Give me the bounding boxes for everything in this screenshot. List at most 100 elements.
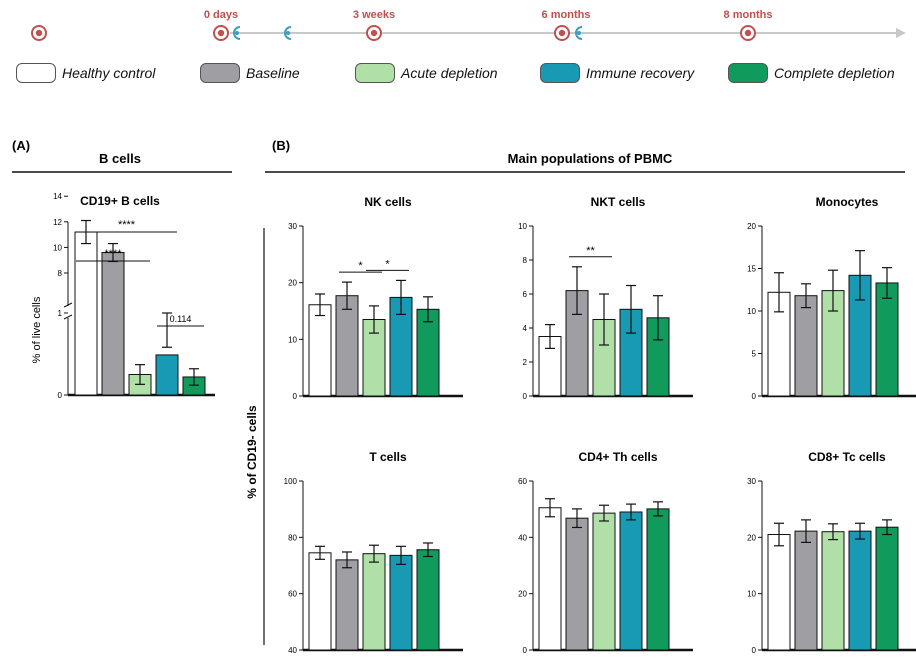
significance-label: 0.114 <box>170 314 192 324</box>
chart-panel: Monocytes 0 5 10 15 20 <box>747 195 916 401</box>
chart-panel: NK cells 0 10 20 30 * * <box>288 195 463 401</box>
sampling-icon-dot <box>235 31 239 35</box>
panel-a-letter: (A) <box>12 138 30 153</box>
y-tick-label: 30 <box>288 222 297 231</box>
y-tick-label: 15 <box>747 265 756 274</box>
y-tick-label: 100 <box>284 477 298 486</box>
chart-panel: NKT cells 0 2 4 6 8 10 ** <box>518 195 693 401</box>
timeline: 0 days 3 weeks 6 months 8 months <box>31 9 906 41</box>
legend-swatch <box>16 63 56 83</box>
legend-label: Acute depletion <box>401 65 498 81</box>
sampling-icon-dot <box>577 31 581 35</box>
chart-panel: CD4+ Th cells 0 20 40 60 <box>518 450 693 655</box>
bar <box>592 512 616 651</box>
y-tick-label: 0 <box>58 391 63 400</box>
y-tick-label: 20 <box>518 590 527 599</box>
significance-label: **** <box>104 248 122 260</box>
legend-label: Healthy control <box>62 65 156 81</box>
y-tick-label: 12 <box>53 218 62 227</box>
bar <box>538 507 562 651</box>
y-tick-label: 4 <box>523 324 528 333</box>
y-tick-label: 6 <box>523 290 528 299</box>
y-tick-label: 8 <box>523 256 528 265</box>
y-tick-label: 0 <box>752 646 757 655</box>
sampling-icon <box>575 26 583 40</box>
bar <box>767 534 791 651</box>
timeline-marker-icon-dot <box>217 29 225 37</box>
bar <box>308 552 332 651</box>
legend-item-healthy-control: Healthy control <box>16 58 155 88</box>
timeline-label: 8 months <box>724 9 773 21</box>
y-tick-label: 0 <box>293 392 298 401</box>
y-tick-label: 20 <box>288 279 297 288</box>
y-tick-label: 2 <box>523 358 528 367</box>
axis-break-mark <box>63 302 73 308</box>
timeline-label: 6 months <box>542 9 591 21</box>
y-tick-label: 30 <box>747 477 756 486</box>
y-tick-label: 40 <box>518 533 527 542</box>
legend-label: Immune recovery <box>586 65 695 81</box>
y-tick-label: 0 <box>523 646 528 655</box>
y-tick-label: 80 <box>288 533 297 542</box>
bar <box>101 252 125 396</box>
bar <box>416 549 440 651</box>
y-tick-label: 40 <box>288 646 297 655</box>
y-tick-label: 0 <box>752 392 757 401</box>
chart-title: T cells <box>369 450 407 464</box>
chart-panel-b-cells: CD19+ B cells % of live cells 0 1 8 10 12 14 ***… <box>31 192 215 400</box>
legend-swatch <box>540 63 580 83</box>
chart-title: NKT cells <box>591 195 646 209</box>
axis-break-mark <box>63 314 73 320</box>
legend-item-baseline: Baseline <box>200 58 300 88</box>
timeline-label: 3 weeks <box>353 9 395 21</box>
timeline-marker-icon-dot <box>35 29 43 37</box>
y-tick-label: 5 <box>752 350 757 359</box>
y-tick-label: 8 <box>58 269 63 278</box>
timeline-marker-icon-dot <box>558 29 566 37</box>
bar <box>875 526 899 651</box>
timeline-marker-icon-dot <box>370 29 378 37</box>
y-tick-label: 10 <box>747 307 756 316</box>
chart-title: NK cells <box>364 195 412 209</box>
bar <box>155 354 179 396</box>
timeline-marker-icon-dot <box>744 29 752 37</box>
bar <box>619 511 643 651</box>
chart-panel: T cells 40 60 80 100 <box>284 450 463 655</box>
y-tick-label: 60 <box>518 477 527 486</box>
bar <box>389 554 413 651</box>
legend-item-acute-depletion: Acute depletion <box>355 58 498 88</box>
legend-item-immune-recovery: Immune recovery <box>540 58 694 88</box>
bar <box>74 231 98 396</box>
legend-label: Complete depletion <box>774 65 895 81</box>
significance-label: **** <box>118 219 136 231</box>
bar <box>565 517 589 651</box>
legend: Healthy control Baseline Acute depletion… <box>0 58 916 90</box>
bar <box>875 282 899 397</box>
y-tick-label: 14 <box>53 192 62 201</box>
legend-swatch <box>200 63 240 83</box>
panel-b-letter: (B) <box>272 138 290 153</box>
bar <box>308 304 332 397</box>
legend-label: Baseline <box>246 65 300 81</box>
y-tick-label: 20 <box>747 222 756 231</box>
bar <box>335 295 359 397</box>
y-tick-label: 10 <box>518 222 527 231</box>
bar <box>362 553 386 651</box>
significance-label: * <box>385 258 390 270</box>
panel-b-ylabel: % of CD19- cells <box>245 405 259 499</box>
bar <box>794 295 818 397</box>
chart-title: CD19+ B cells <box>80 194 160 208</box>
chart-title: Monocytes <box>816 195 879 209</box>
bar <box>848 530 872 651</box>
y-tick-label: 60 <box>288 590 297 599</box>
legend-swatch <box>728 63 768 83</box>
bar <box>794 530 818 651</box>
timeline-label: 0 days <box>204 9 238 21</box>
panel-a-title: B cells <box>99 151 141 166</box>
chart-panel: CD8+ Tc cells 0 10 20 30 <box>747 450 916 655</box>
significance-label: ** <box>586 245 595 257</box>
y-tick-label: 20 <box>747 533 756 542</box>
y-tick-label: 10 <box>288 335 297 344</box>
bar <box>821 531 845 651</box>
